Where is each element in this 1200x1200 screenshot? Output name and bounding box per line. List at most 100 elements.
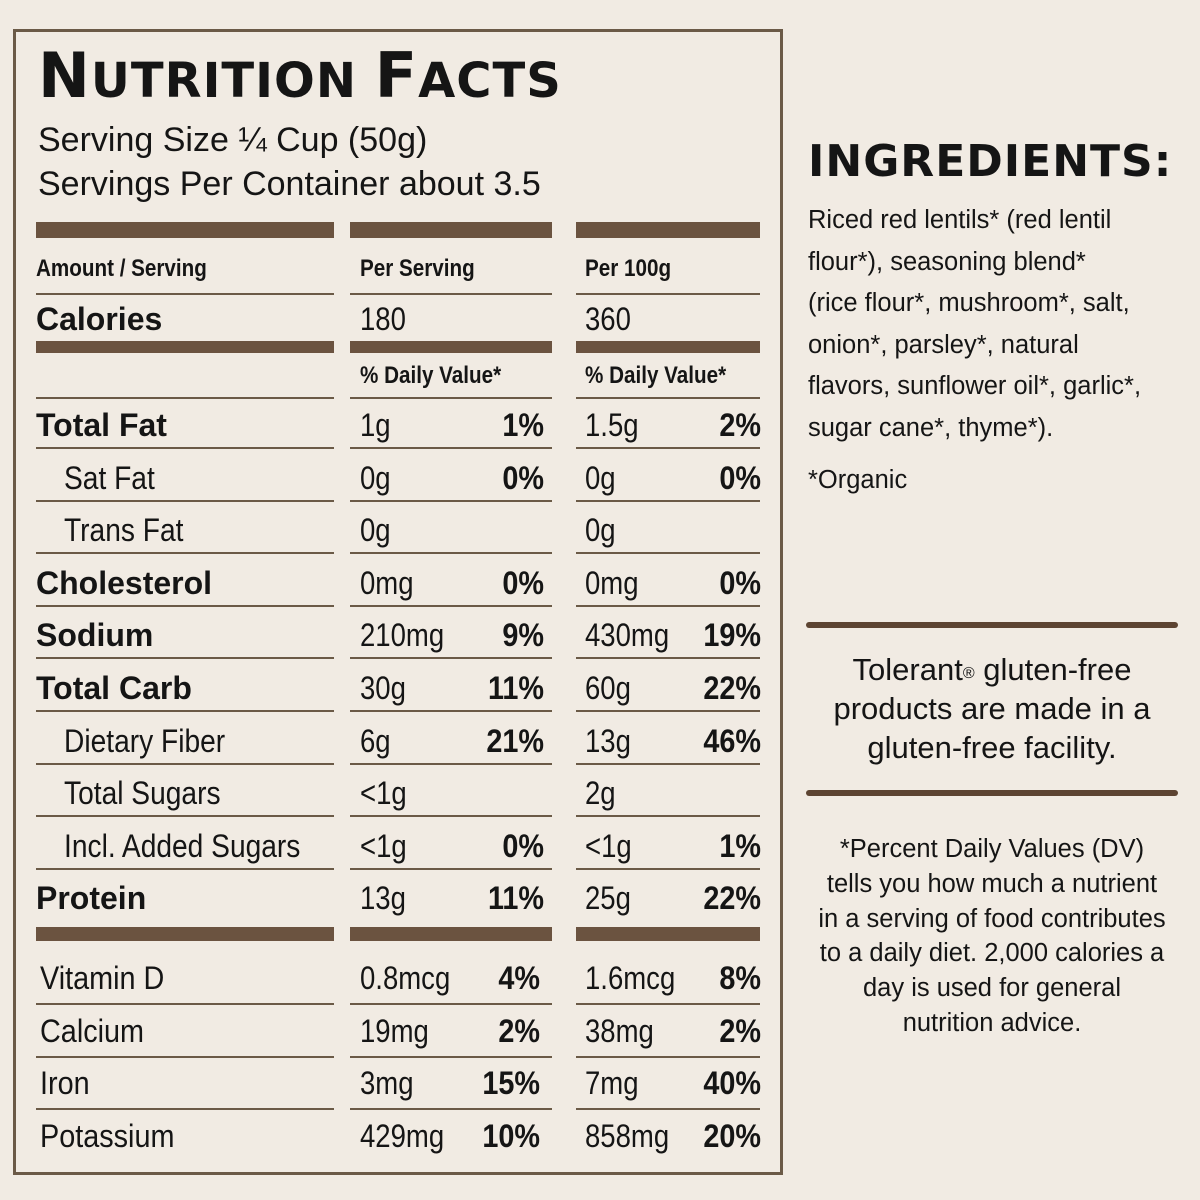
per-100g-amount: 38mg: [585, 1012, 654, 1049]
nutrient-label: Protein: [36, 880, 147, 917]
row-divider: [36, 815, 334, 818]
footnote-line: nutrition advice.: [902, 1008, 1082, 1037]
per-100g-amount: 0g: [585, 459, 616, 496]
per-serving-amount: 429mg: [360, 1117, 445, 1154]
per-100g-amount: 7mg: [585, 1065, 639, 1102]
section-bar: [576, 341, 760, 353]
footnote-line: *Percent Daily Values (DV): [839, 835, 1145, 863]
per-serving-amount: 3mg: [360, 1065, 414, 1102]
nutrition-facts-panel: [13, 29, 783, 1175]
row-divider: [350, 815, 552, 818]
per-serving-amount: 6g: [360, 722, 391, 759]
per-serving-dv: 10%: [482, 1117, 540, 1154]
per-serving-dv: 0%: [502, 459, 544, 496]
per-serving-dv: 15%: [482, 1065, 540, 1102]
calories-label: Calories: [36, 301, 163, 337]
section-bar: [350, 341, 552, 353]
nutrient-label: Sat Fat: [64, 459, 155, 496]
nutrient-label: Cholesterol: [36, 564, 213, 601]
section-bar: [36, 927, 334, 941]
per-100g-dv: 19%: [703, 617, 761, 654]
per-100g-dv: 1%: [719, 827, 761, 864]
column-header: Per Serving: [360, 255, 475, 282]
per-serving-amount: 0g: [360, 512, 391, 549]
nutrition-facts-title: NUTRITION FACTS: [38, 39, 562, 112]
row-divider: [576, 657, 760, 660]
per-100g-dv: 0%: [719, 564, 761, 601]
servings-per-container: Servings Per Container about 3.5: [38, 165, 541, 203]
per-serving-amount: 0g: [360, 459, 391, 496]
per-serving-amount: 1g: [360, 407, 391, 443]
section-bar: [36, 341, 334, 353]
organic-note: *Organic: [808, 466, 908, 494]
per-serving-dv: 9%: [502, 617, 544, 654]
per-serving-dv: 1%: [502, 407, 544, 443]
row-divider: [36, 447, 334, 449]
nutrient-label: Trans Fat: [64, 512, 184, 549]
per-100g-dv: 40%: [703, 1065, 761, 1102]
per-100g-amount: 1.5g: [585, 407, 639, 443]
brand-name: Tolerant: [852, 652, 963, 687]
per-serving-dv: 0%: [502, 827, 544, 864]
per-serving-amount: <1g: [360, 775, 407, 812]
nutrient-label: Total Fat: [36, 407, 167, 443]
row-divider: [36, 552, 334, 555]
registered-mark: ®: [962, 665, 975, 682]
row-divider: [36, 293, 334, 295]
row-divider: [350, 293, 552, 295]
column-header: Amount / Serving: [36, 255, 207, 282]
ingredients-line: Riced red lentils* (red lentil: [808, 206, 1112, 234]
per-serving-dv: 4%: [498, 960, 540, 996]
row-divider: [576, 552, 760, 555]
per-100g-amount: 13g: [585, 722, 631, 759]
row-divider: [36, 397, 334, 399]
row-divider: [576, 867, 760, 870]
nutrient-label: Incl. Added Sugars: [64, 827, 301, 864]
column-header: Per 100g: [585, 255, 672, 282]
row-divider: [36, 867, 334, 870]
daily-value-header: % Daily Value*: [585, 362, 727, 389]
serving-size: Serving Size ¼ Cup (50g): [38, 121, 428, 159]
per-100g-dv: 20%: [703, 1117, 761, 1154]
footnote-line: in a serving of food contributes: [818, 904, 1166, 933]
calories-per-serving: 180: [360, 301, 406, 337]
calories-per-100g: 360: [585, 301, 631, 337]
row-divider: [350, 1003, 552, 1005]
row-divider: [350, 1055, 552, 1058]
row-divider: [576, 447, 760, 449]
row-divider: [576, 815, 760, 818]
row-divider: [36, 1108, 334, 1111]
row-divider: [36, 762, 334, 765]
facility-line: gluten-free: [983, 652, 1132, 687]
per-100g-dv: 8%: [719, 960, 761, 996]
row-divider: [350, 1108, 552, 1111]
section-bar: [350, 927, 552, 941]
per-serving-amount: <1g: [360, 827, 407, 864]
vitamin-label: Iron: [40, 1065, 90, 1102]
row-divider: [576, 293, 760, 295]
row-divider: [350, 447, 552, 449]
facility-line: gluten-free facility.: [867, 730, 1117, 765]
per-100g-amount: 858mg: [585, 1117, 670, 1154]
row-divider: [350, 552, 552, 555]
per-serving-amount: 30g: [360, 670, 406, 706]
per-100g-amount: 0mg: [585, 564, 639, 601]
vitamin-label: Vitamin D: [40, 960, 165, 996]
row-divider: [350, 397, 552, 399]
per-100g-dv: 0%: [719, 459, 761, 496]
row-divider: [576, 499, 760, 502]
row-divider: [36, 710, 334, 712]
ingredients-line: onion*, parsley*, natural: [808, 330, 1079, 359]
nutrient-label: Total Carb: [36, 670, 192, 706]
row-divider: [350, 499, 552, 502]
per-100g-dv: 2%: [719, 1012, 761, 1049]
ingredients-title: INGREDIENTS:: [808, 136, 1173, 187]
row-divider: [36, 604, 334, 607]
per-100g-amount: <1g: [585, 827, 632, 864]
daily-value-footnote: *Percent Daily Values (DV) tells you how…: [803, 832, 1181, 1041]
per-100g-amount: 2g: [585, 775, 616, 812]
nutrient-label: Dietary Fiber: [64, 722, 226, 759]
per-100g-amount: 1.6mcg: [585, 960, 676, 996]
row-divider: [576, 1108, 760, 1111]
row-divider: [576, 762, 760, 765]
